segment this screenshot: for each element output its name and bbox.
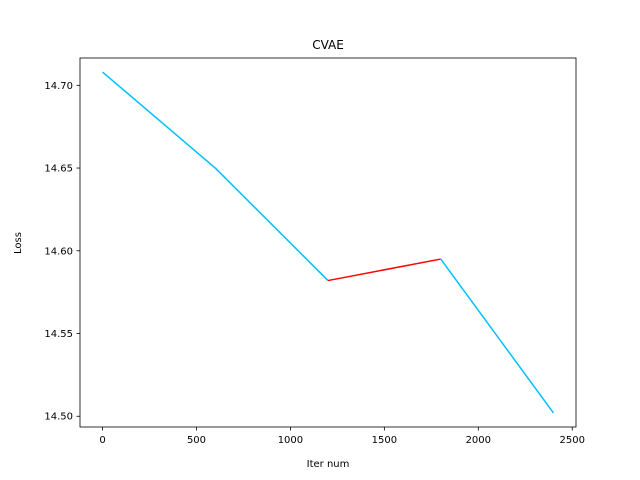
x-tick-label: 1000 — [278, 435, 303, 446]
x-tick-label: 2500 — [560, 435, 585, 446]
x-tick-label: 1500 — [372, 435, 397, 446]
x-tick-label: 500 — [187, 435, 206, 446]
y-axis-label: Loss — [13, 232, 24, 254]
y-tick-label: 14.55 — [44, 329, 73, 340]
series-line-segment-3 — [440, 258, 555, 414]
y-axis: 14.50 14.55 14.60 14.65 14.70 — [44, 81, 80, 423]
series-line-segment-2 — [327, 258, 441, 282]
chart-title: CVAE — [312, 38, 344, 52]
x-tick-label: 0 — [99, 435, 105, 446]
plot-area — [102, 71, 555, 414]
y-tick-label: 14.65 — [44, 164, 73, 175]
y-tick-label: 14.50 — [44, 412, 73, 423]
plot-frame — [79, 57, 577, 428]
x-axis-label: Iter num — [307, 459, 350, 470]
y-tick-label: 14.60 — [44, 246, 73, 257]
series-line-segment-1 — [102, 71, 329, 282]
y-tick-label: 14.70 — [44, 81, 73, 92]
x-tick-label: 2000 — [466, 435, 491, 446]
x-axis: 0 500 1000 1500 2000 2500 — [99, 427, 585, 446]
